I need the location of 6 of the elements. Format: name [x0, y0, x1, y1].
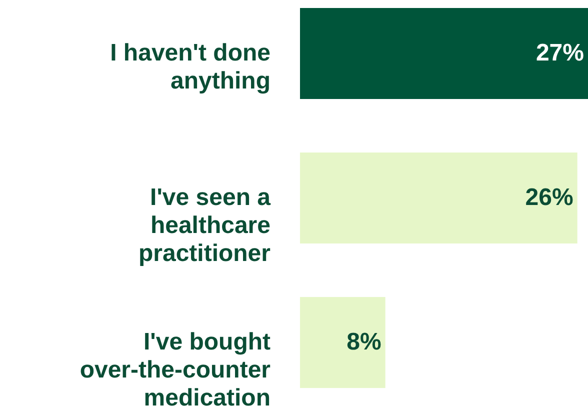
y-tick-label: I've seen a healthcare practitioner [138, 184, 272, 267]
data-label: 27% [536, 40, 584, 67]
y-tick-label: I haven't done anything [110, 40, 270, 95]
y-tick-label: I've bought over-the-counter medication [80, 328, 271, 412]
data-label: 8% [346, 328, 382, 356]
data-label: 26% [525, 184, 574, 211]
